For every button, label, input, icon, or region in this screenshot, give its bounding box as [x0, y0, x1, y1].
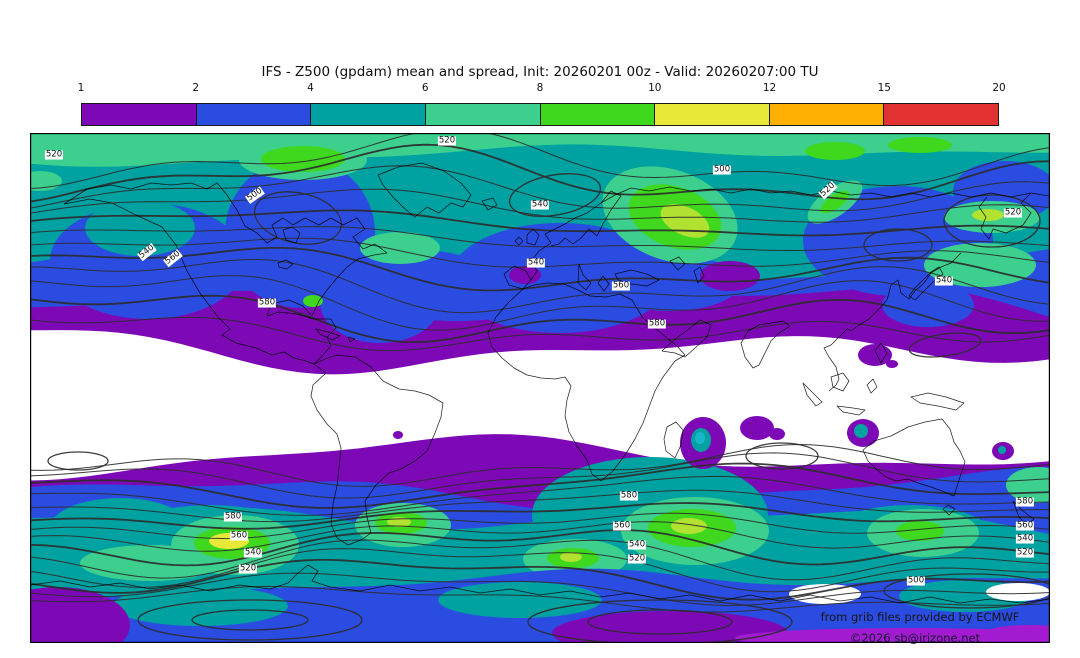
contour-label: 580: [1015, 496, 1035, 507]
coastline: [310, 354, 444, 546]
contour-label: 520: [1015, 547, 1035, 558]
coastline: [836, 405, 866, 416]
contour-label: 540: [530, 199, 550, 210]
contour-label: 580: [223, 511, 243, 522]
contour-label: 540: [1015, 533, 1035, 544]
coastline: [63, 182, 388, 254]
colorbar-segment: [655, 104, 770, 125]
coastline: [1012, 500, 1035, 526]
coastline: [481, 197, 498, 211]
contour-label: 580: [619, 490, 639, 501]
contour-label: 560: [229, 530, 249, 541]
colorbar-tick: 8: [536, 82, 544, 94]
colorbar-segment: [540, 104, 656, 125]
coastline: [942, 504, 956, 516]
coastline: [740, 320, 791, 369]
colorbar-tick: 2: [192, 82, 200, 94]
coastline: [874, 342, 888, 364]
coastline: [577, 263, 592, 291]
contour-label: 580: [257, 297, 277, 308]
colorbar-segment: [425, 104, 541, 125]
world-map-canvas: [30, 133, 1050, 643]
coastline: [648, 186, 1050, 198]
coastline: [614, 269, 660, 287]
coastline: [315, 328, 341, 341]
coastline: [908, 266, 944, 301]
colorbar-tick: 15: [877, 82, 891, 94]
coastline: [63, 198, 315, 365]
coastline: [526, 228, 540, 246]
attribution-ecmwf: from grib files provided by ECMWF: [820, 610, 1020, 624]
coastline: [661, 319, 712, 358]
coastline: [487, 282, 686, 482]
contour-label: 560: [611, 280, 631, 291]
coastline: [600, 187, 650, 204]
coastline: [514, 236, 524, 246]
contour-label: 500: [906, 575, 926, 586]
colorbar-tick: 4: [307, 82, 314, 94]
coastline: [663, 421, 684, 459]
coastline: [693, 266, 705, 284]
contour-label: 540: [526, 257, 546, 268]
colorbar-tick: 20: [992, 82, 1006, 94]
coastline: [669, 256, 686, 271]
world-map-panel: 520 500 540 560 580 520 540 500 540 560 580 520 520 5…: [30, 133, 1050, 645]
coastline: [910, 392, 965, 411]
coastline: [597, 275, 610, 292]
chart-title: IFS - Z500 (gpdam) mean and spread, Init…: [261, 64, 819, 80]
contour-label: 520: [627, 553, 647, 564]
coastline: [347, 336, 356, 343]
coastline: [830, 372, 850, 392]
colorbar-tick: 10: [648, 82, 662, 94]
contour-label: 520: [437, 135, 457, 146]
coastline: [30, 564, 1050, 604]
colorbar-segment: [196, 104, 312, 125]
contour-label: 500: [712, 164, 732, 175]
contour-label: 560: [1015, 520, 1035, 531]
contour-label: 560: [612, 520, 632, 531]
contour-label: 540: [243, 547, 263, 558]
colorbar-segment: [769, 104, 885, 125]
coastline: [277, 259, 294, 270]
contour-label: 520: [238, 563, 258, 574]
colorbar-tick: 12: [762, 82, 777, 94]
contour-label: 520: [44, 149, 64, 160]
contour-label: 540: [934, 275, 954, 286]
coastline: [866, 378, 878, 394]
coastline: [862, 418, 966, 497]
contour-label: 580: [647, 318, 667, 329]
coastline: [823, 252, 962, 392]
coastline: [282, 226, 301, 244]
coastline: [802, 382, 823, 407]
colorbar-segment: [82, 104, 197, 125]
coastline: [503, 265, 532, 290]
coastline: [377, 162, 472, 218]
contour-label: 540: [627, 539, 647, 550]
attribution-copyright: ©2026 sb@irizone.net: [849, 631, 981, 645]
coastline: [530, 190, 622, 281]
coastline: [978, 192, 1032, 240]
colorbar-ticks: 1 2 4 6 8 10 12 15 20: [77, 82, 1006, 96]
colorbar-segment: [884, 104, 998, 125]
colorbar-tick: 1: [77, 82, 85, 94]
colorbar-tick: 6: [421, 82, 429, 94]
colorbar: [81, 103, 999, 126]
contour-label: 520: [1003, 207, 1023, 218]
colorbar-segment: [311, 104, 426, 125]
